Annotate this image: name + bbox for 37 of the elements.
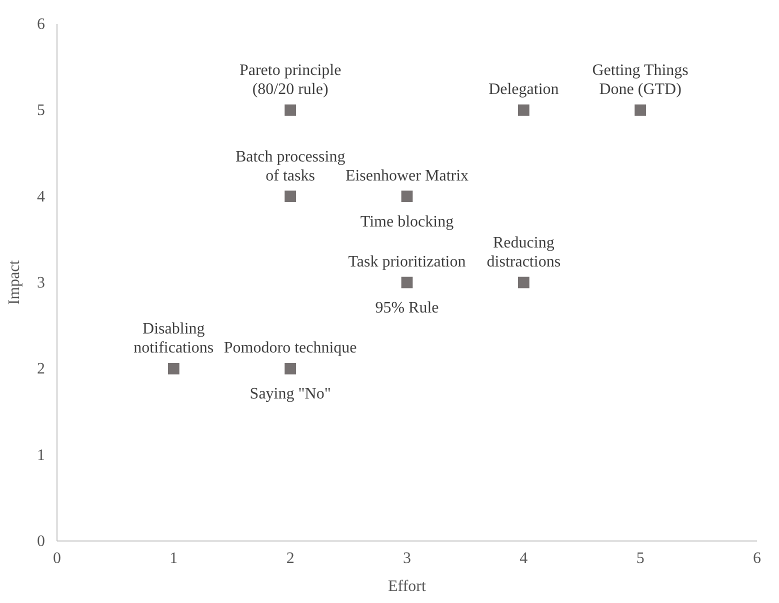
point xyxy=(168,362,180,374)
annotation: Delegation xyxy=(488,81,559,98)
annotation: Task prioritization xyxy=(348,254,466,270)
annotation: Pomodoro technique xyxy=(224,340,357,357)
x-tick-label: 4 xyxy=(520,550,528,567)
point xyxy=(634,104,646,116)
x-axis-title: Effort xyxy=(388,578,427,595)
y-tick-label: 5 xyxy=(37,102,45,120)
x-tick-label: 5 xyxy=(636,550,644,567)
y-tick-label: 0 xyxy=(37,533,45,550)
x-tick-label: 3 xyxy=(403,550,411,567)
y-tick-label: 2 xyxy=(37,360,45,378)
point xyxy=(401,276,413,288)
annotation: 95% Rule xyxy=(375,300,439,316)
point xyxy=(518,276,530,288)
annotation: Eisenhower Matrix xyxy=(345,167,469,184)
annotation: Getting Things Done (GTD) xyxy=(592,62,688,98)
y-tick-label: 4 xyxy=(37,188,45,206)
annotation: Time blocking xyxy=(360,213,454,230)
annotation: Disabling notifications xyxy=(134,320,214,357)
x-tick-label: 6 xyxy=(753,550,761,567)
point xyxy=(284,362,296,374)
annotation: Reducing distractions xyxy=(486,234,561,270)
y-axis-title: Impact xyxy=(6,260,23,305)
x-tick-label: 0 xyxy=(53,550,61,567)
y-tick-label: 6 xyxy=(37,16,45,33)
y-tick-label: 1 xyxy=(37,446,45,464)
y-tick-label: 3 xyxy=(37,274,45,292)
x-tick-label: 1 xyxy=(170,550,178,567)
annotation: Pareto principle (80/20 rule) xyxy=(239,62,342,98)
x-tick-label: 2 xyxy=(286,550,294,567)
point xyxy=(284,190,296,202)
annotation: Batch processing of tasks xyxy=(235,148,346,184)
annotation: Saying "No" xyxy=(250,386,331,403)
point xyxy=(518,104,530,116)
point xyxy=(401,190,413,202)
point xyxy=(284,104,296,116)
